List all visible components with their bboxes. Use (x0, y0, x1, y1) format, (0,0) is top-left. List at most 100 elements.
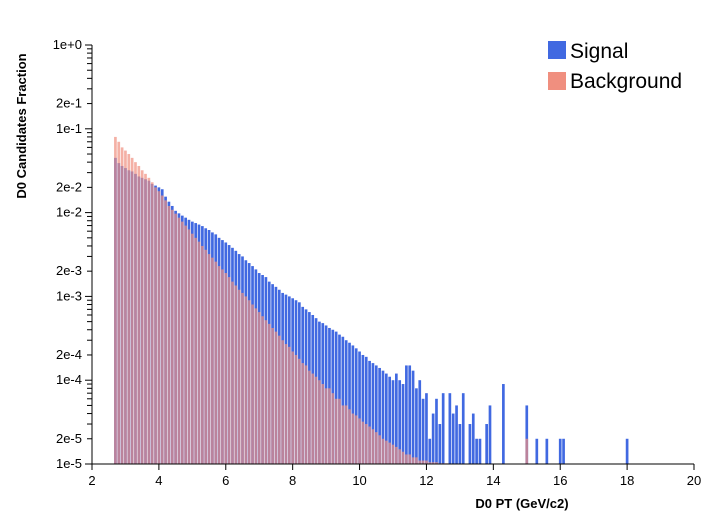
signal-bar (398, 380, 402, 464)
signal-bar (455, 405, 458, 464)
background-bar (338, 398, 341, 464)
x-tick-label: 4 (155, 473, 162, 488)
signal-bar (371, 363, 375, 464)
background-bar (344, 405, 348, 464)
background-bar (211, 257, 214, 464)
background-bar (351, 413, 355, 464)
background-bars (114, 136, 529, 465)
background-bar (431, 462, 435, 464)
background-bar (147, 177, 151, 464)
background-bar (364, 424, 368, 464)
background-bar (287, 346, 291, 464)
background-bar (381, 438, 385, 464)
background-bar (284, 344, 288, 464)
background-bar (384, 440, 388, 464)
signal-bar (502, 384, 505, 464)
background-bar (191, 233, 194, 464)
background-bar (241, 292, 244, 464)
background-bar (378, 435, 381, 464)
signal-bar (364, 356, 368, 464)
y-tick-label: 1e-5 (56, 456, 82, 471)
x-tick-label: 20 (687, 473, 701, 488)
background-bar (254, 308, 258, 464)
background-bar (227, 277, 231, 464)
signal-bar (441, 393, 445, 464)
background-bar (418, 460, 422, 464)
signal-bar (368, 360, 371, 464)
x-tick-label: 2 (88, 473, 95, 488)
signal-bar (395, 373, 398, 464)
background-bar (157, 191, 161, 464)
background-bar (354, 415, 358, 464)
signal-bar (334, 331, 338, 464)
background-bar (201, 245, 204, 464)
background-bar (411, 457, 415, 464)
background-bar (140, 170, 144, 464)
signal-bar (448, 393, 452, 464)
x-axis-title: D0 PT (GeV/c2) (475, 496, 568, 511)
signal-bar (431, 413, 435, 464)
y-axis: 1e+0 2e-1 1e-1 2e-2 1e-2 2e-3 1e-3 2e-4 1e-4 2e-5… (53, 37, 93, 471)
signal-bar (478, 438, 482, 464)
background-bar (251, 304, 254, 464)
signal-bar (558, 438, 562, 464)
background-bar (415, 457, 418, 464)
background-bar (334, 398, 338, 464)
background-bar (234, 285, 238, 464)
signal-bar (405, 365, 408, 464)
background-bar (261, 316, 264, 464)
y-tick-label: 2e-3 (56, 263, 82, 278)
background-bar (428, 462, 432, 464)
background-bar (308, 370, 311, 464)
background-bar (117, 141, 121, 464)
x-tick-label: 18 (620, 473, 634, 488)
background-bar (277, 335, 281, 464)
signal-bar (401, 384, 405, 464)
signal-bar (381, 370, 385, 464)
signal-bar (451, 413, 455, 464)
signal-bar (428, 438, 432, 464)
background-bar (395, 446, 398, 464)
signal-bar (384, 373, 388, 464)
background-bar (170, 209, 174, 464)
x-tick-label: 6 (222, 473, 229, 488)
background-bar (271, 327, 274, 464)
background-bar (358, 418, 361, 464)
x-tick-label: 10 (352, 473, 366, 488)
background-bar (321, 384, 325, 464)
background-bar (348, 409, 351, 464)
background-bar (120, 147, 124, 464)
signal-bar (488, 405, 492, 464)
background-bar (388, 442, 391, 464)
signal-bar (351, 345, 355, 464)
background-bar (291, 351, 295, 464)
y-tick-label: 2e-5 (56, 431, 82, 446)
background-bar (391, 444, 395, 464)
x-axis: 2 4 6 8 10 12 14 16 18 20 (88, 463, 701, 488)
legend-label-signal: Signal (570, 40, 628, 63)
signal-bar (408, 365, 412, 464)
background-bar (398, 449, 402, 464)
background-bar (217, 266, 221, 464)
background-bar (331, 393, 335, 464)
background-bar (114, 136, 117, 465)
signal-bar (391, 380, 395, 464)
legend-swatch-signal (548, 41, 566, 59)
background-bar (231, 281, 234, 464)
x-tick-label: 16 (553, 473, 567, 488)
background-bar (421, 460, 425, 464)
background-bar (127, 154, 131, 464)
background-bar (361, 421, 365, 464)
background-bar (257, 312, 261, 464)
background-bar (304, 365, 308, 464)
background-bar (324, 388, 328, 464)
signal-bar (358, 351, 361, 464)
signal-bar (525, 405, 529, 464)
y-tick-label: 1e-3 (56, 288, 82, 303)
background-bar (374, 432, 378, 464)
background-bar (164, 200, 167, 464)
background-bar (130, 157, 134, 465)
background-bar (247, 300, 251, 464)
background-bar (180, 221, 184, 464)
signal-bar (545, 438, 549, 464)
